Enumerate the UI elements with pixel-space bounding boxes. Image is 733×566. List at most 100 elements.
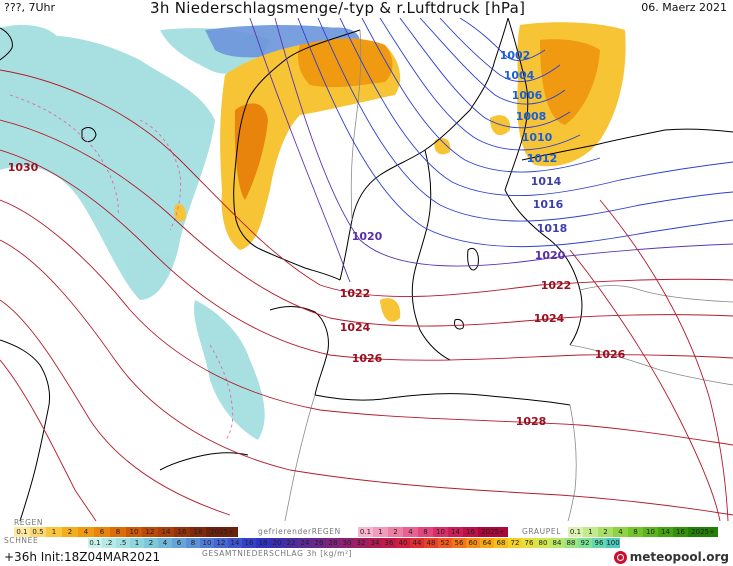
isobar-label: 1026 xyxy=(352,352,383,365)
rain-legend-cell: 0.1 xyxy=(14,527,30,537)
freezing-legend-cell: 2 xyxy=(388,527,403,537)
rain-legend-cell: 1 xyxy=(46,527,62,537)
snow-legend-cell: 16 xyxy=(242,538,256,548)
snow-legend-label: SCHNEE xyxy=(4,536,39,545)
rain-legend-cell: 18 xyxy=(190,527,206,537)
snow-legend-cell: 56 xyxy=(452,538,466,548)
snow-legend-cell: 1 xyxy=(130,538,144,548)
snow-legend-cell: 96 xyxy=(592,538,606,548)
graupel-legend-row: 0.1 1 2 4 8 10 14 16 2025+ xyxy=(568,527,718,537)
snow-legend-cell: .2 xyxy=(102,538,116,548)
isobar-label: 1024 xyxy=(340,321,371,334)
isobar-label: 1026 xyxy=(595,348,626,361)
graupel-legend-cell: 4 xyxy=(613,527,628,537)
isobar-label: 1022 xyxy=(541,279,572,292)
snow-legend-cell: 12 xyxy=(214,538,228,548)
snow-legend-cell: 100 xyxy=(606,538,620,548)
rain-legend-row: 0.1 0.5 1 2 4 6 8 10 12 14 16 18 2025+ xyxy=(14,527,238,537)
rain-legend-cell: 6 xyxy=(94,527,110,537)
snow-legend-cell: 0.1 xyxy=(88,538,102,548)
header-time-label: ???, 7Uhr xyxy=(4,1,56,14)
isobar-label: 1018 xyxy=(537,222,568,235)
isobar-label: 1020 xyxy=(352,230,383,243)
graupel-legend-cell: 14 xyxy=(658,527,673,537)
graupel-legend-cell: 2 xyxy=(598,527,613,537)
freezing-legend-cell: 16 xyxy=(463,527,478,537)
snow-legend-cell: 68 xyxy=(494,538,508,548)
header-date: 06. Maerz 2021 xyxy=(641,1,727,14)
snow-legend-cell: 20 xyxy=(270,538,284,548)
freezing-legend-cell: 10 xyxy=(433,527,448,537)
snow-legend-cell: 2 xyxy=(144,538,158,548)
graupel-legend-cell: 8 xyxy=(628,527,643,537)
snow-legend-cell: 88 xyxy=(564,538,578,548)
snow-legend-cell: 34 xyxy=(368,538,382,548)
freezing-legend-cell: 4 xyxy=(403,527,418,537)
country-borders xyxy=(284,18,733,521)
snow-legend-cell: 64 xyxy=(480,538,494,548)
isobar-label: 1022 xyxy=(340,287,371,300)
snow-legend-cell: 52 xyxy=(438,538,452,548)
isobar-label: 1016 xyxy=(533,198,564,211)
rain-legend-cell: 0.5 xyxy=(30,527,46,537)
meteopool-logo-icon xyxy=(613,550,627,564)
freezing-legend-cell: 8 xyxy=(418,527,433,537)
isobar-label: 1028 xyxy=(516,415,547,428)
freezing-legend-cell: 2025+ xyxy=(478,527,508,537)
graupel-legend-cell: 10 xyxy=(643,527,658,537)
snow-legend-cell: 22 xyxy=(284,538,298,548)
isobar-label: 1030 xyxy=(8,161,39,174)
snow-legend-cell: 32 xyxy=(354,538,368,548)
freezing-rain-legend-row: 0.1 1 2 4 8 10 14 16 2025+ xyxy=(358,527,508,537)
snow-legend-cell: 84 xyxy=(550,538,564,548)
snow-legend-cell: 4 xyxy=(158,538,172,548)
rain-legend-cell: 4 xyxy=(78,527,94,537)
rain-legend-cell: 14 xyxy=(158,527,174,537)
snow-legend-cell: 18 xyxy=(256,538,270,548)
snow-legend-cell: 48 xyxy=(424,538,438,548)
snow-legend-cell: 92 xyxy=(578,538,592,548)
graupel-legend-label: GRAUPEL xyxy=(522,527,561,536)
isobar-label: 1008 xyxy=(516,110,547,123)
isobar-labels: 1002 1004 1006 1008 1010 1012 1014 1016 … xyxy=(8,49,626,428)
snow-legend-cell: 30 xyxy=(340,538,354,548)
total-precipitation-label: GESAMTNIEDERSCHLAG 3h [kg/m²] xyxy=(202,549,353,558)
rain-legend-cell: 10 xyxy=(126,527,142,537)
isobars-high xyxy=(0,69,733,521)
freezing-legend-cell: 1 xyxy=(373,527,388,537)
rain-legend-cell: 2025+ xyxy=(206,527,238,537)
snow-legend-cell: 36 xyxy=(382,538,396,548)
brand-logo[interactable]: meteopool.org xyxy=(613,550,729,564)
snow-legend-cell: 8 xyxy=(186,538,200,548)
model-run-info: +36h Init:18Z04MAR2021 xyxy=(4,550,161,564)
snow-legend-cell: 14 xyxy=(228,538,242,548)
snow-legend-row: 0.1.2.5 1 2 4 6 8 10 12 14 16 18 20 22 24 26 28 30 32 34 36… xyxy=(88,538,620,548)
isobar-label: 1024 xyxy=(534,312,565,325)
freezing-legend-cell: 0.1 xyxy=(358,527,373,537)
isobars-low xyxy=(297,18,733,248)
snow-legend-cell: 76 xyxy=(522,538,536,548)
snow-legend-cell: 60 xyxy=(466,538,480,548)
graupel-legend-cell: 1 xyxy=(583,527,598,537)
snow-legend-cell: 44 xyxy=(410,538,424,548)
rain-legend-cell: 12 xyxy=(142,527,158,537)
rain-legend-cell: 2 xyxy=(62,527,78,537)
isobar-label: 1012 xyxy=(527,152,558,165)
rain-legend-label: REGEN xyxy=(14,518,44,527)
weather-map: 1002 1004 1006 1008 1010 1012 1014 1016 … xyxy=(0,18,733,521)
isobar-label: 1004 xyxy=(504,69,535,82)
snow-legend-cell: 6 xyxy=(172,538,186,548)
graupel-legend-cell: 0.1 xyxy=(568,527,583,537)
isobar-label: 1002 xyxy=(500,49,531,62)
precipitation-legend: 0.1 0.5 1 2 4 6 8 10 12 14 16 18 2025+ REGEN gefrier… xyxy=(0,518,733,566)
isobar-label: 1020 xyxy=(535,249,566,262)
graupel-legend-cell: 2025+ xyxy=(688,527,718,537)
brand-name: meteopool.org xyxy=(629,550,729,564)
snow-legend-cell: 28 xyxy=(326,538,340,548)
rain-legend-cell: 16 xyxy=(174,527,190,537)
snow-legend-cell: 26 xyxy=(312,538,326,548)
dashed-temperature-lines xyxy=(9,94,234,441)
rain-precipitation-sweden xyxy=(174,22,626,322)
isobars-mid xyxy=(249,18,733,283)
